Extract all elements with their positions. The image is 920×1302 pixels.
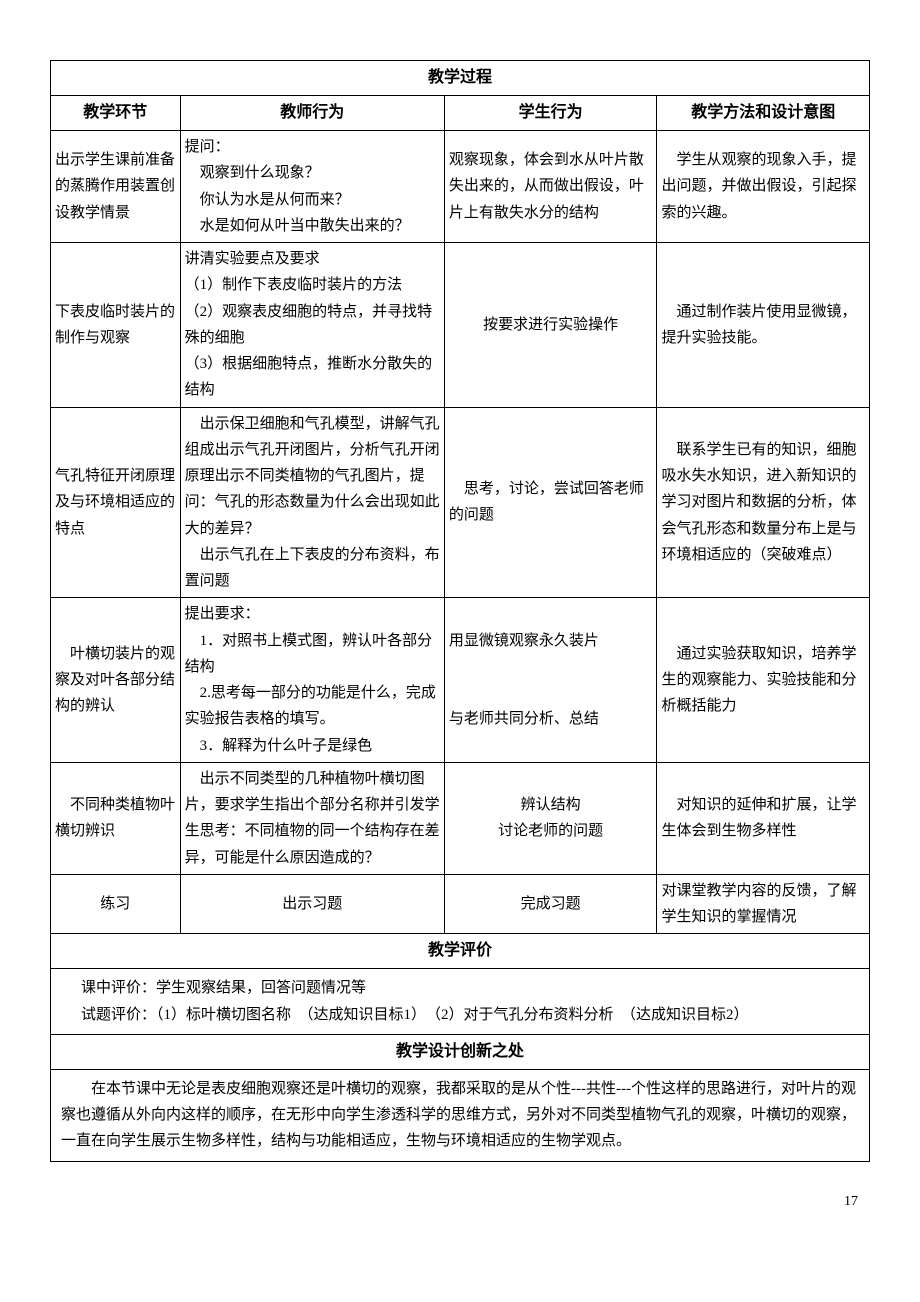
evaluation-line2: 试题评价：（1）标叶横切图名称 （达成知识目标1） （2）对于气孔分布资料分析 … <box>81 1002 839 1028</box>
col-header-design: 教学方法和设计意图 <box>657 96 870 131</box>
section-row-process: 教学过程 <box>51 61 870 96</box>
cell-teacher: 出示不同类型的几种植物叶横切图片，要求学生指出个部分名称并引发学生思考：不同植物… <box>180 762 444 874</box>
cell-design: 联系学生已有的知识，细胞吸水失水知识，进入新知识的学习对图片和数据的分析，体会气… <box>657 407 870 598</box>
cell-student: 用显微镜观察永久装片 与老师共同分析、总结 <box>444 598 657 763</box>
section-header-innovation: 教学设计创新之处 <box>51 1034 870 1069</box>
innovation-row: 在本节课中无论是表皮细胞观察还是叶横切的观察，我都采取的是从个性---共性---… <box>51 1069 870 1161</box>
cell-student: 思考，讨论，尝试回答老师的问题 <box>444 407 657 598</box>
cell-student: 完成习题 <box>444 874 657 934</box>
cell-design: 通过制作装片使用显微镜，提升实验技能。 <box>657 243 870 408</box>
cell-teacher: 出示保卫细胞和气孔模型，讲解气孔组成出示气孔开闭图片，分析气孔开闭原理出示不同类… <box>180 407 444 598</box>
table-row: 下表皮临时装片的制作与观察 讲清实验要点及要求 （1）制作下表皮临时装片的方法 … <box>51 243 870 408</box>
col-header-student: 学生行为 <box>444 96 657 131</box>
cell-design: 对知识的延伸和扩展，让学生体会到生物多样性 <box>657 762 870 874</box>
cell-design: 通过实验获取知识，培养学生的观察能力、实验技能和分析概括能力 <box>657 598 870 763</box>
col-header-teacher: 教师行为 <box>180 96 444 131</box>
evaluation-cell: 课中评价：学生观察结果，回答问题情况等 试题评价：（1）标叶横切图名称 （达成知… <box>51 969 870 1035</box>
cell-design: 学生从观察的现象入手，提出问题，并做出假设，引起探索的兴趣。 <box>657 131 870 243</box>
table-header-row: 教学环节 教师行为 学生行为 教学方法和设计意图 <box>51 96 870 131</box>
cell-segment: 气孔特征开闭原理及与环境相适应的特点 <box>51 407 181 598</box>
evaluation-row: 课中评价：学生观察结果，回答问题情况等 试题评价：（1）标叶横切图名称 （达成知… <box>51 969 870 1035</box>
section-row-evaluation: 教学评价 <box>51 934 870 969</box>
table-row: 叶横切装片的观察及对叶各部分结构的辨认 提出要求： 1．对照书上模式图，辨认叶各… <box>51 598 870 763</box>
cell-segment: 叶横切装片的观察及对叶各部分结构的辨认 <box>51 598 181 763</box>
page-number: 17 <box>50 1190 870 1215</box>
section-row-innovation: 教学设计创新之处 <box>51 1034 870 1069</box>
cell-student: 观察现象，体会到水从叶片散失出来的，从而做出假设，叶片上有散失水分的结构 <box>444 131 657 243</box>
cell-student: 辨认结构 讨论老师的问题 <box>444 762 657 874</box>
cell-teacher: 讲清实验要点及要求 （1）制作下表皮临时装片的方法 （2）观察表皮细胞的特点，并… <box>180 243 444 408</box>
cell-segment: 练习 <box>51 874 181 934</box>
evaluation-line1: 课中评价：学生观察结果，回答问题情况等 <box>81 975 839 1001</box>
teaching-process-table: 教学过程 教学环节 教师行为 学生行为 教学方法和设计意图 出示学生课前准备的蒸… <box>50 60 870 1162</box>
cell-segment: 不同种类植物叶横切辨识 <box>51 762 181 874</box>
cell-teacher: 出示习题 <box>180 874 444 934</box>
col-header-segment: 教学环节 <box>51 96 181 131</box>
table-row: 气孔特征开闭原理及与环境相适应的特点 出示保卫细胞和气孔模型，讲解气孔组成出示气… <box>51 407 870 598</box>
cell-student: 按要求进行实验操作 <box>444 243 657 408</box>
section-header-evaluation: 教学评价 <box>51 934 870 969</box>
cell-teacher: 提出要求： 1．对照书上模式图，辨认叶各部分结构 2.思考每一部分的功能是什么，… <box>180 598 444 763</box>
cell-design: 对课堂教学内容的反馈，了解学生知识的掌握情况 <box>657 874 870 934</box>
table-row: 不同种类植物叶横切辨识 出示不同类型的几种植物叶横切图片，要求学生指出个部分名称… <box>51 762 870 874</box>
cell-segment: 出示学生课前准备的蒸腾作用装置创设教学情景 <box>51 131 181 243</box>
table-row: 出示学生课前准备的蒸腾作用装置创设教学情景 提问： 观察到什么现象？ 你认为水是… <box>51 131 870 243</box>
innovation-cell: 在本节课中无论是表皮细胞观察还是叶横切的观察，我都采取的是从个性---共性---… <box>51 1069 870 1161</box>
section-header-process: 教学过程 <box>51 61 870 96</box>
cell-teacher: 提问： 观察到什么现象？ 你认为水是从何而来？ 水是如何从叶当中散失出来的？ <box>180 131 444 243</box>
cell-segment: 下表皮临时装片的制作与观察 <box>51 243 181 408</box>
table-row: 练习 出示习题 完成习题 对课堂教学内容的反馈，了解学生知识的掌握情况 <box>51 874 870 934</box>
